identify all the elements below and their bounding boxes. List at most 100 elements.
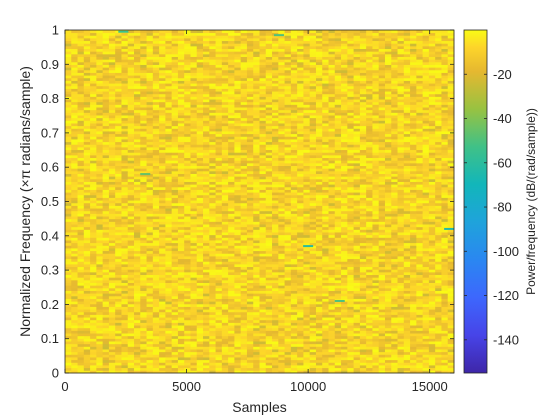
- heatmap-cell: [146, 229, 154, 233]
- heatmap-cell: [234, 51, 242, 55]
- heatmap-cell: [303, 213, 311, 217]
- heatmap-cell: [159, 258, 166, 262]
- heatmap-cell: [121, 216, 129, 220]
- heatmap-cell: [96, 149, 104, 153]
- heatmap-cell: [297, 85, 304, 89]
- heatmap-cell: [121, 258, 129, 262]
- heatmap-cell: [96, 56, 104, 60]
- heatmap-cell: [215, 88, 223, 92]
- heatmap-cell: [184, 213, 191, 217]
- heatmap-cell: [171, 53, 179, 57]
- heatmap-cell: [177, 271, 185, 276]
- heatmap-cell: [90, 216, 97, 220]
- heatmap-cell: [297, 303, 304, 307]
- heatmap-cell: [253, 335, 260, 339]
- heatmap-cell: [284, 43, 292, 47]
- heatmap-cell: [196, 338, 204, 342]
- heatmap-cell: [290, 258, 298, 262]
- heatmap-cell: [165, 101, 173, 105]
- heatmap-cell: [134, 330, 141, 334]
- heatmap-cell: [290, 35, 298, 39]
- heatmap-cell: [228, 349, 235, 353]
- heatmap-cell: [140, 253, 147, 257]
- heatmap-cell: [278, 210, 285, 214]
- heatmap-cell: [240, 72, 248, 76]
- heatmap-cell: [134, 88, 141, 92]
- heatmap-cell: [272, 266, 279, 270]
- heatmap-cell: [284, 83, 292, 87]
- heatmap-cell: [108, 51, 116, 55]
- heatmap-cell: [140, 168, 147, 172]
- heatmap-cell: [297, 194, 304, 198]
- heatmap-cell: [290, 149, 298, 153]
- heatmap-cell: [303, 357, 311, 361]
- heatmap-cell: [77, 213, 85, 217]
- heatmap-cell: [146, 123, 154, 127]
- heatmap-cell: [272, 306, 279, 310]
- heatmap-cell: [134, 115, 141, 119]
- heatmap-cell: [196, 184, 204, 188]
- heatmap-cell: [83, 67, 91, 71]
- heatmap-cell: [228, 346, 235, 350]
- heatmap-cell: [83, 146, 91, 151]
- heatmap-cell: [108, 343, 116, 347]
- heatmap-cell: [96, 256, 104, 260]
- heatmap-cell: [290, 309, 298, 313]
- heatmap-cell: [146, 91, 154, 95]
- heatmap-cell: [140, 322, 147, 326]
- heatmap-cell: [215, 210, 223, 214]
- heatmap-cell: [184, 370, 191, 374]
- heatmap-cell: [221, 229, 229, 233]
- heatmap-cell: [272, 210, 279, 214]
- heatmap-cell: [228, 123, 235, 127]
- heatmap-cell: [165, 338, 173, 342]
- heatmap-cell: [146, 226, 154, 230]
- heatmap-cell: [272, 80, 279, 84]
- heatmap-cell: [265, 314, 273, 318]
- heatmap-cell: [215, 224, 223, 228]
- heatmap-cell: [83, 290, 91, 294]
- heatmap-cell: [290, 213, 298, 217]
- heatmap-cell: [177, 109, 185, 113]
- heatmap-cell: [221, 216, 229, 220]
- heatmap-cell: [108, 30, 116, 34]
- heatmap-cell: [253, 162, 260, 167]
- heatmap-cell: [177, 327, 185, 331]
- heatmap-cell: [83, 125, 91, 129]
- heatmap-cell: [303, 240, 311, 244]
- heatmap-cell: [115, 224, 122, 228]
- heatmap-cell: [83, 123, 91, 127]
- heatmap-cell: [221, 333, 229, 337]
- heatmap-cell: [259, 197, 267, 201]
- heatmap-cell: [165, 242, 173, 246]
- heatmap-cell: [165, 51, 173, 55]
- heatmap-cell: [102, 45, 110, 50]
- heatmap-cell: [102, 221, 110, 225]
- heatmap-cell: [228, 45, 235, 50]
- heatmap-cell: [96, 333, 104, 337]
- heatmap-cell: [159, 357, 166, 361]
- heatmap-cell: [196, 250, 204, 254]
- heatmap-cell: [234, 170, 242, 174]
- heatmap-cell: [278, 338, 285, 342]
- heatmap-cell: [171, 160, 179, 164]
- heatmap-cell: [215, 338, 223, 342]
- heatmap-cell: [159, 237, 166, 241]
- heatmap-cell: [102, 125, 110, 129]
- heatmap-cell: [297, 351, 304, 355]
- heatmap-cell: [272, 349, 279, 353]
- heatmap-cell: [184, 149, 191, 153]
- heatmap-cell: [159, 53, 166, 57]
- heatmap-cell: [140, 83, 147, 87]
- heatmap-cell: [159, 123, 166, 127]
- heatmap-cell: [259, 322, 267, 326]
- heatmap-cell: [108, 101, 116, 105]
- heatmap-cell: [102, 53, 110, 57]
- heatmap-cell: [228, 61, 235, 65]
- heatmap-cell: [259, 210, 267, 214]
- heatmap-cell: [265, 335, 273, 339]
- heatmap-cell: [90, 149, 97, 153]
- heatmap-cell: [215, 93, 223, 97]
- heatmap-cell: [102, 176, 110, 180]
- heatmap-cell: [171, 274, 179, 278]
